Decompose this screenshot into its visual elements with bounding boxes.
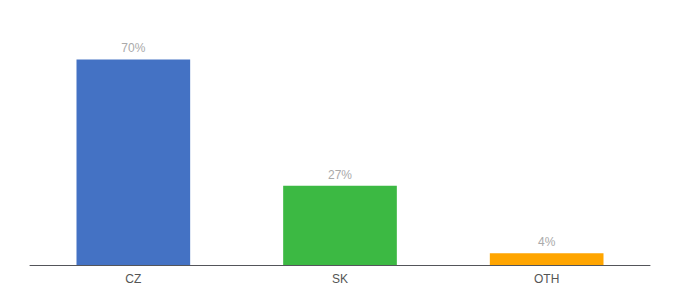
svg-text:SK: SK <box>332 272 348 286</box>
svg-text:4%: 4% <box>538 235 556 249</box>
svg-text:CZ: CZ <box>125 272 141 286</box>
svg-text:OTH: OTH <box>534 272 559 286</box>
svg-text:27%: 27% <box>328 168 352 182</box>
svg-text:70%: 70% <box>121 41 145 55</box>
